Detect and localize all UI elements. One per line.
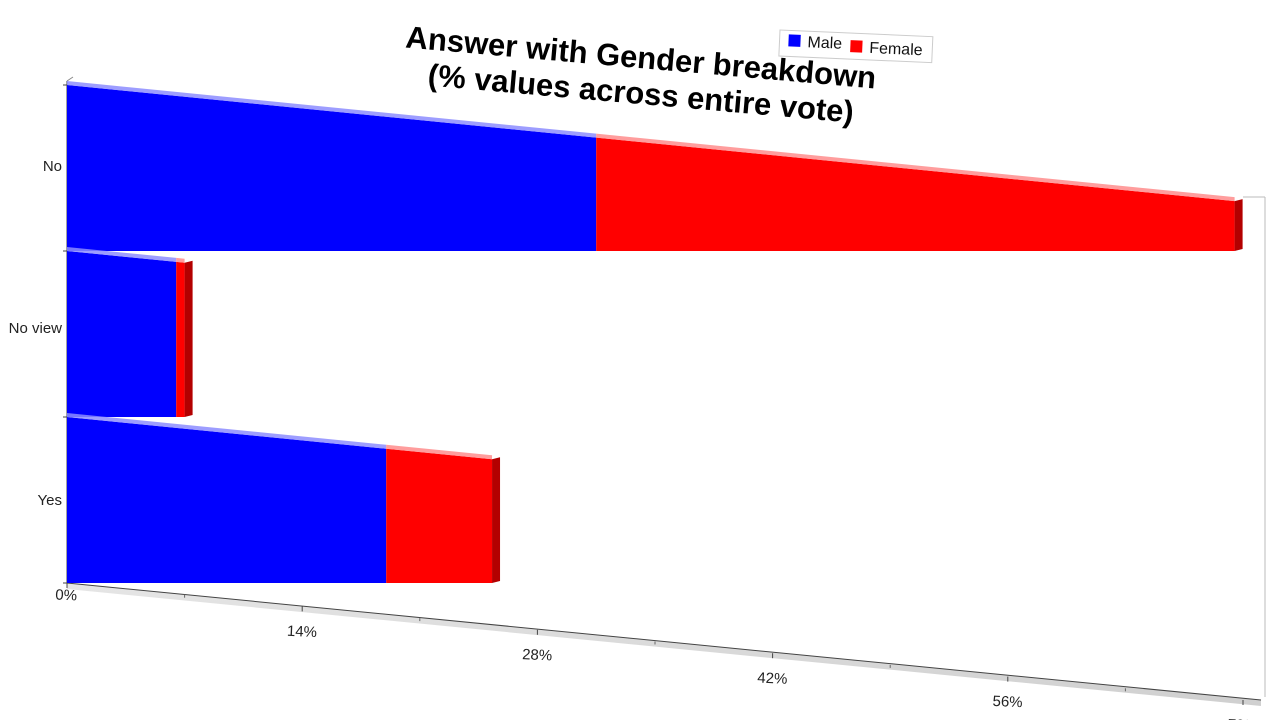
x-tick-label: 0% [55,586,77,604]
value-axis-line [66,582,1262,701]
category-label: Yes [38,492,62,509]
bar-top-face [176,257,185,263]
bar-top-face [386,444,493,460]
bars [67,81,1243,583]
bar-segment-male[interactable] [67,81,597,251]
bar-segment-female[interactable] [176,257,185,417]
bar-face [596,137,1235,251]
x-tick-label: 42% [757,670,788,688]
x-tick-label: 70% [1227,716,1258,720]
bar-top-face [596,133,1235,202]
legend-label-female: Female [869,40,923,59]
bar-top-face [67,247,177,262]
bar-side-face [1234,199,1243,251]
category-axis-top [66,76,74,82]
x-tick-label: 14% [287,623,318,641]
x-tick-label: 28% [522,646,553,664]
bar-face [176,261,185,417]
bar-side-face [184,260,193,417]
bar-side-face [492,457,501,583]
legend-swatch-female [850,40,863,53]
bar-segment-female[interactable] [596,133,1235,251]
bar-face [67,251,177,417]
bar-segment-male[interactable] [67,413,387,583]
x-tick-label: 56% [992,693,1023,711]
legend[interactable]: Male Female [778,29,934,64]
legend-swatch-male [788,34,801,47]
category-label: No view [9,320,63,337]
bar-face [386,448,493,583]
legend-label-male: Male [807,34,842,53]
bar-segment-male[interactable] [67,247,177,417]
bar-face [67,85,597,251]
category-label: No [43,158,62,175]
axis-floor [67,583,1261,706]
bar-face [67,417,387,583]
bar-top-face [67,81,597,138]
bar-segment-female[interactable] [386,444,493,583]
bar-top-face [67,413,387,449]
